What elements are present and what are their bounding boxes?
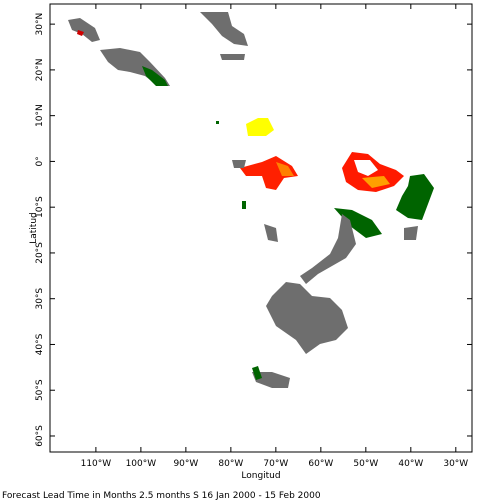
land: [68, 18, 100, 42]
anomaly: [246, 118, 274, 136]
y-tick-label: 60°S: [35, 425, 45, 447]
anomaly: [354, 160, 378, 176]
x-tick-label: 100°W: [126, 459, 157, 469]
anomaly: [252, 366, 262, 380]
anomaly: [276, 162, 294, 176]
anomaly: [396, 174, 434, 220]
anomaly: [362, 176, 390, 188]
land: [220, 54, 245, 60]
y-tick-label: 40°S: [35, 333, 45, 355]
y-tick-label: 10°N: [35, 104, 45, 127]
x-tick-label: 30°W: [443, 459, 468, 469]
anomaly: [216, 121, 219, 124]
land: [404, 226, 418, 240]
y-tick-label: 30°N: [35, 13, 45, 36]
y-tick-label: 0°: [35, 156, 45, 166]
plot-frame: [49, 3, 473, 453]
land: [266, 282, 348, 354]
y-tick-label: 20°S: [35, 242, 45, 264]
x-axis-label: Longitud: [241, 471, 280, 481]
y-tick-label: 30°S: [35, 288, 45, 310]
x-tick-label: 110°W: [81, 459, 112, 469]
anomaly: [142, 66, 168, 86]
land: [200, 12, 248, 46]
x-tick-label: 40°W: [398, 459, 423, 469]
x-tick-label: 60°W: [308, 459, 333, 469]
y-tick-label: 10°S: [35, 196, 45, 218]
land: [300, 214, 356, 284]
land: [232, 160, 246, 168]
caption: Forecast Lead Time in Months 2.5 months …: [2, 491, 321, 501]
anomaly: [242, 201, 246, 209]
anomaly: [77, 30, 84, 36]
land-and-anomalies: [68, 12, 434, 388]
land: [264, 224, 278, 242]
x-tick-label: 50°W: [353, 459, 378, 469]
x-tick-label: 90°W: [173, 459, 198, 469]
anomaly: [334, 208, 382, 238]
y-axis-label: Latitud: [29, 212, 39, 244]
land: [252, 372, 290, 388]
y-tick-label: 50°S: [35, 379, 45, 401]
x-tick-label: 70°W: [263, 459, 288, 469]
x-tick-label: 80°W: [218, 459, 243, 469]
y-tick-label: 20°N: [35, 59, 45, 82]
